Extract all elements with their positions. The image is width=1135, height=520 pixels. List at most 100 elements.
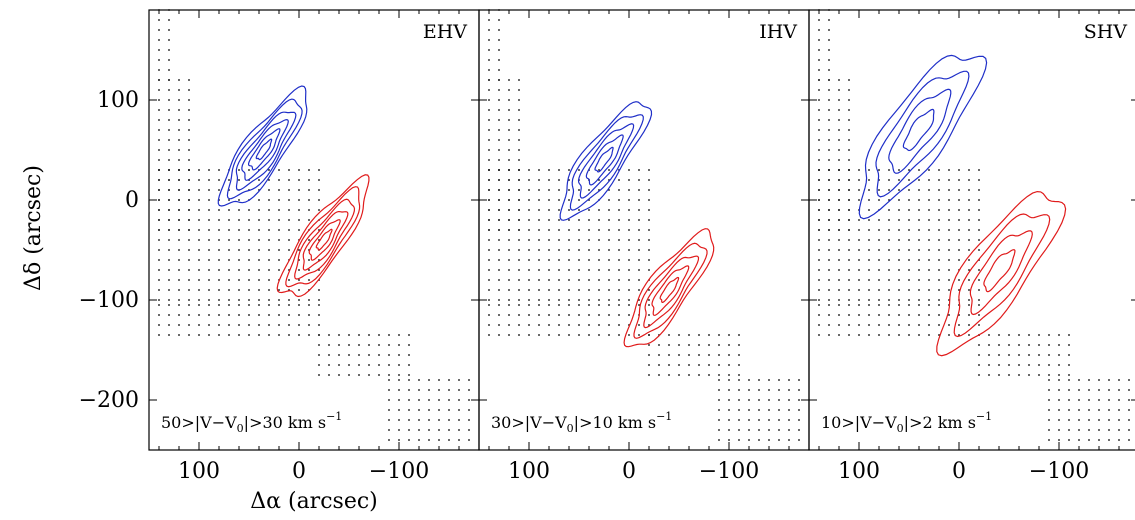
coverage-dot [818, 179, 820, 181]
coverage-dot [838, 324, 840, 326]
coverage-dot [358, 364, 360, 366]
coverage-dot [938, 209, 940, 211]
coverage-dot [728, 334, 730, 336]
coverage-dot [748, 379, 750, 381]
coverage-dot [168, 304, 170, 306]
coverage-dot [638, 259, 640, 261]
coverage-dot [818, 109, 820, 111]
coverage-dot [818, 289, 820, 291]
coverage-dot [158, 299, 160, 301]
coverage-dot [168, 29, 170, 31]
coverage-dot [818, 19, 820, 21]
coverage-dot [518, 209, 520, 211]
coverage-dot [638, 209, 640, 211]
coverage-dot [578, 189, 580, 191]
coverage-dot [458, 389, 460, 391]
coverage-dot [718, 419, 720, 421]
coverage-dot [868, 304, 870, 306]
coverage-dot [208, 289, 210, 291]
coverage-dot [498, 269, 500, 271]
coverage-dot [728, 344, 730, 346]
coverage-dot [578, 259, 580, 261]
coverage-dot [1088, 439, 1090, 441]
coverage-dot [518, 299, 520, 301]
coverage-dot [258, 239, 260, 241]
coverage-dot [698, 334, 700, 336]
coverage-dot [918, 299, 920, 301]
coverage-dot [618, 304, 620, 306]
coverage-dot [988, 334, 990, 336]
coverage-dot [828, 59, 830, 61]
coverage-dot [598, 209, 600, 211]
coverage-dot [1128, 429, 1130, 431]
coverage-dot [558, 324, 560, 326]
panel-ehv: 100 0 −100 100 0 −100 −200 EHV 50>|V−V0|>30 km s… [79, 9, 480, 484]
coverage-dot [438, 399, 440, 401]
coverage-dot [1068, 334, 1070, 336]
coverage-dot [248, 304, 250, 306]
coverage-dot [228, 269, 230, 271]
coverage-dot [158, 79, 160, 81]
coverage-dot [828, 39, 830, 41]
coverage-dot [208, 334, 210, 336]
coverage-dot [628, 249, 630, 251]
coverage-dot [268, 299, 270, 301]
coverage-dot [828, 239, 830, 241]
coverage-dot [818, 89, 820, 91]
coverage-dot [188, 279, 190, 281]
coverage-dot [488, 239, 490, 241]
coverage-dot [498, 29, 500, 31]
coverage-dot [738, 379, 740, 381]
coverage-dot [1078, 439, 1080, 441]
coverage-dot [728, 354, 730, 356]
coverage-dot [498, 189, 500, 191]
coverage-dot [978, 169, 980, 171]
coverage-dot [578, 279, 580, 281]
coverage-dot [398, 334, 400, 336]
coverage-dot [648, 269, 650, 271]
coverage-dot [868, 179, 870, 181]
coverage-dot [928, 179, 930, 181]
coverage-dot [488, 49, 490, 51]
coverage-dot [318, 304, 320, 306]
coverage-dot [298, 299, 300, 301]
coverage-dot [868, 289, 870, 291]
coverage-dot [908, 229, 910, 231]
coverage-dot [538, 324, 540, 326]
coverage-dot [918, 259, 920, 261]
coverage-dot [278, 169, 280, 171]
coverage-dot [188, 109, 190, 111]
coverage-dot [528, 199, 530, 201]
coverage-dot [508, 259, 510, 261]
coverage-dot [308, 209, 310, 211]
coverage-dot [508, 159, 510, 161]
coverage-dot [188, 129, 190, 131]
coverage-dot [488, 109, 490, 111]
coverage-dot [458, 439, 460, 441]
coverage-dot [648, 344, 650, 346]
coverage-dot [528, 229, 530, 231]
coverage-dot [908, 199, 910, 201]
coverage-dot [498, 139, 500, 141]
x-tick-label: 0 [622, 459, 636, 484]
coverage-dot [178, 299, 180, 301]
coverage-dot [618, 219, 620, 221]
coverage-dot [608, 169, 610, 171]
coverage-dot [888, 249, 890, 251]
coverage-dot [518, 304, 520, 306]
coverage-dot [508, 229, 510, 231]
coverage-dot [868, 299, 870, 301]
coverage-dot [508, 299, 510, 301]
coverage-dot [428, 389, 430, 391]
coverage-dot [198, 229, 200, 231]
coverage-dot [258, 314, 260, 316]
coverage-dot [758, 409, 760, 411]
coverage-dot [508, 99, 510, 101]
coverage-dot [168, 119, 170, 121]
coverage-dot [578, 199, 580, 201]
coverage-dot [518, 169, 520, 171]
coverage-dot [718, 364, 720, 366]
coverage-dot [608, 269, 610, 271]
coverage-dot [658, 374, 660, 376]
coverage-dot [848, 279, 850, 281]
